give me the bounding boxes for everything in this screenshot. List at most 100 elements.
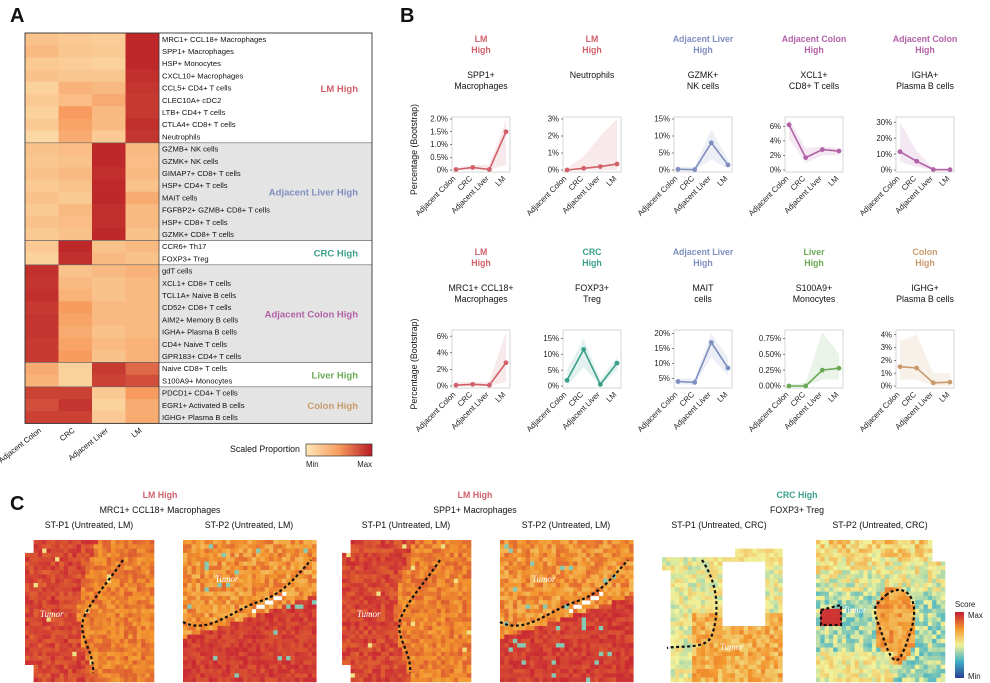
spot xyxy=(616,583,621,588)
spot xyxy=(517,634,522,640)
spot xyxy=(534,669,539,674)
y-tick-label: 2.0% xyxy=(430,115,448,124)
spot xyxy=(453,643,459,648)
line-plot-frame xyxy=(673,329,733,389)
spot xyxy=(402,544,407,549)
spot xyxy=(385,660,390,665)
spot xyxy=(363,570,369,575)
spot xyxy=(692,565,697,571)
spot xyxy=(264,578,270,584)
spot xyxy=(238,651,244,657)
spot xyxy=(432,677,437,683)
spot xyxy=(517,591,522,597)
spot xyxy=(363,595,369,601)
spot xyxy=(106,548,112,554)
spot xyxy=(269,591,274,597)
spot xyxy=(25,656,30,661)
spot xyxy=(611,548,617,554)
spot xyxy=(200,587,205,592)
spot xyxy=(687,643,693,648)
tumor-label: Tumor xyxy=(532,574,556,584)
spot xyxy=(586,643,591,648)
spot xyxy=(735,552,740,558)
spot xyxy=(183,647,188,653)
spot xyxy=(115,630,120,635)
spot xyxy=(290,613,296,618)
spot xyxy=(299,669,304,674)
spot xyxy=(187,626,192,631)
spot xyxy=(547,656,552,661)
spot xyxy=(423,595,429,601)
spot xyxy=(586,613,591,618)
spot xyxy=(577,583,582,588)
spot xyxy=(449,638,455,644)
spot xyxy=(406,673,412,678)
spot xyxy=(234,613,240,618)
spot xyxy=(342,621,347,627)
spot xyxy=(543,608,548,614)
spot xyxy=(33,557,39,562)
y-tick-label: 10% xyxy=(654,132,670,141)
spot xyxy=(359,656,364,661)
spot xyxy=(50,587,56,592)
spot xyxy=(59,565,64,571)
spot xyxy=(46,557,52,562)
y-tick-label: 1.0% xyxy=(430,140,448,149)
spot xyxy=(581,626,587,631)
spot xyxy=(543,583,548,588)
spot xyxy=(89,626,95,631)
spot xyxy=(372,608,377,614)
spot xyxy=(466,651,472,657)
spot xyxy=(543,570,548,575)
spot xyxy=(111,626,116,631)
spot xyxy=(123,664,129,670)
heatmap-cell xyxy=(25,155,59,168)
spot xyxy=(769,595,775,601)
spot xyxy=(50,548,56,554)
spot xyxy=(277,583,283,588)
spot xyxy=(739,634,744,640)
spot xyxy=(679,557,684,562)
spot xyxy=(37,677,43,683)
spot xyxy=(277,643,283,648)
spot xyxy=(380,634,386,640)
spot xyxy=(504,544,509,549)
spot xyxy=(662,561,667,567)
spot xyxy=(530,626,535,631)
spot xyxy=(722,656,727,661)
spot xyxy=(551,626,557,631)
spot xyxy=(119,660,125,665)
spot xyxy=(106,669,112,674)
spot xyxy=(46,677,52,683)
spot xyxy=(611,630,617,635)
spot xyxy=(700,565,706,571)
spot xyxy=(598,578,604,584)
spot xyxy=(581,591,587,597)
spot xyxy=(273,544,278,549)
spot xyxy=(46,643,52,648)
spot xyxy=(525,540,531,545)
spot xyxy=(415,626,420,631)
spot xyxy=(303,647,308,653)
spot xyxy=(717,651,723,657)
spot xyxy=(264,634,270,640)
spot xyxy=(560,673,565,678)
spot xyxy=(359,548,364,554)
spot xyxy=(508,591,514,597)
spot xyxy=(577,617,582,622)
spot xyxy=(692,600,697,605)
spot xyxy=(504,561,509,567)
spot xyxy=(247,647,253,653)
spot xyxy=(674,656,680,661)
spot xyxy=(760,643,766,648)
spot xyxy=(449,600,455,605)
spot xyxy=(769,604,775,610)
spot xyxy=(436,664,442,670)
spot xyxy=(603,617,608,622)
spot xyxy=(385,557,390,562)
spot xyxy=(551,604,557,610)
spot xyxy=(372,561,377,567)
spot xyxy=(145,638,150,644)
spot xyxy=(59,608,64,614)
